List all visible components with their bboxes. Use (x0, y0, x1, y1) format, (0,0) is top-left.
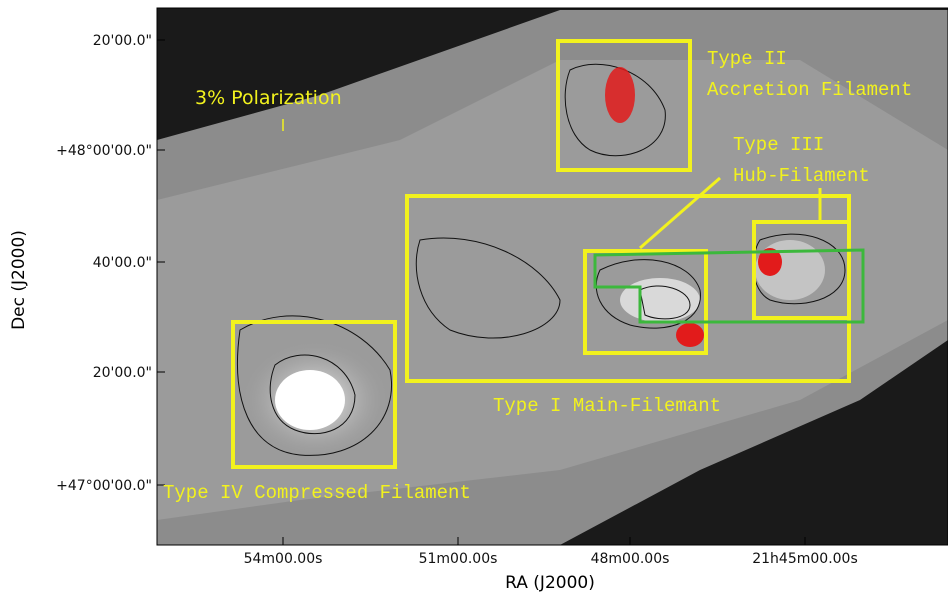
x-axis-title: RA (J2000) (505, 573, 595, 593)
x-tick-label: 54m00.00s (244, 551, 323, 567)
y-tick-label: +48°00'00.0" (56, 143, 152, 159)
figure: Type II Accretion Filament Type III Hub-… (0, 0, 948, 595)
x-tick-label: 51m00.00s (419, 551, 498, 567)
y-tick-label: 40'00.0" (93, 255, 152, 271)
annotation: Type I Main-Filemant (493, 395, 721, 417)
y-tick-label: 20'00.0" (93, 365, 152, 381)
annotation: Accretion Filament (707, 79, 912, 101)
y-tick-label: +47°00'00.0" (56, 478, 152, 494)
x-tick-label: 21h45m00.00s (752, 551, 858, 567)
y-axis-title: Dec (J2000) (9, 230, 29, 330)
annotation: Type II (707, 48, 787, 70)
y-tick-label: 20'00.0" (93, 33, 152, 49)
annotation: Hub-Filament (733, 165, 870, 187)
annotation: Type III (733, 134, 824, 156)
x-tick-label: 48m00.00s (591, 551, 670, 567)
annotation: Type IV Compressed Filament (163, 482, 471, 504)
scale-label: 3% Polarization (195, 87, 342, 109)
